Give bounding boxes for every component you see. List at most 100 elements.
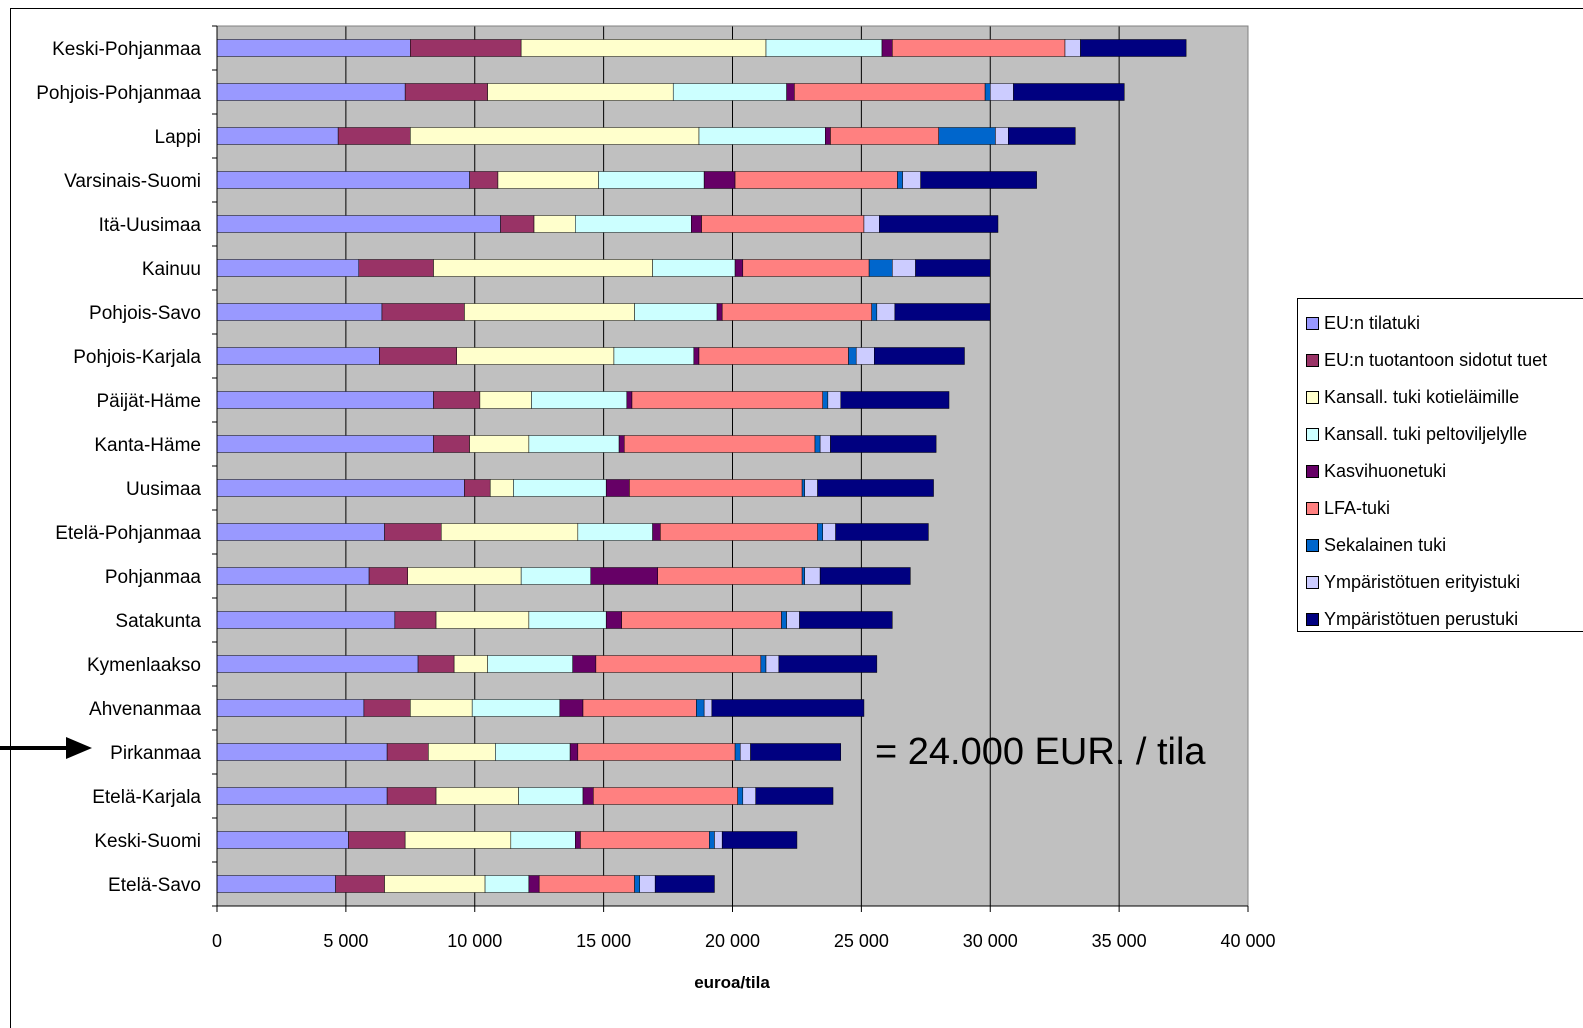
axes-group: Keski-Pohjanmaa Pohjois-Pohjanmaa Lappi Var…	[36, 25, 1276, 951]
bar-segment	[404, 83, 488, 101]
bar-segment	[358, 259, 434, 277]
bar-segment	[386, 743, 429, 761]
legend-swatch	[1306, 576, 1319, 589]
bar-segment	[760, 655, 767, 673]
bar-segment	[734, 259, 744, 277]
legend-label: EU:n tilatuki	[1324, 313, 1421, 333]
bar-segment	[786, 83, 795, 101]
bar-segment	[897, 171, 903, 189]
bar-segment	[216, 655, 419, 673]
bar-segment	[433, 435, 470, 453]
bar-segment	[435, 611, 530, 629]
bar-segment	[410, 127, 700, 145]
legend-item: Ympäristötuen erityistuki	[1298, 564, 1583, 601]
bar-segment	[721, 831, 798, 849]
bar-segment	[634, 303, 718, 321]
bar-segment	[428, 743, 496, 761]
bar-segment	[464, 303, 635, 321]
bar-segment	[894, 303, 991, 321]
bar-segment	[709, 831, 715, 849]
y-tick-label: Satakunta	[115, 611, 201, 632]
bar-segment	[469, 435, 530, 453]
bar-segment	[471, 699, 561, 717]
bar-segment	[855, 347, 875, 365]
bar-segment	[433, 259, 653, 277]
bar-segment	[848, 347, 857, 365]
bar-segment	[386, 787, 437, 805]
y-tick-label: Pirkanmaa	[110, 743, 201, 764]
bar-segment	[469, 171, 499, 189]
bar-segment	[629, 479, 803, 497]
legend-label: Kansall. tuki peltoviljelylle	[1324, 424, 1528, 444]
bar-segment	[216, 83, 406, 101]
bar-segment	[1008, 127, 1076, 145]
bar-segment	[1064, 39, 1081, 57]
bar-segment	[817, 523, 823, 541]
bar-segment	[871, 303, 878, 321]
bar-segment	[822, 523, 836, 541]
x-tick-label: 15 000	[576, 931, 631, 951]
bar-segment	[407, 567, 522, 585]
bar-segment	[384, 875, 486, 893]
bar-segment	[652, 259, 736, 277]
bar-segment	[559, 699, 584, 717]
bar-segment	[868, 259, 893, 277]
x-axis-title: euroa/tila	[694, 973, 770, 992]
bar-segment	[368, 567, 408, 585]
bar-segment	[1080, 39, 1187, 57]
bar-segment	[804, 567, 821, 585]
bar-segment	[814, 435, 821, 453]
bar-segment	[363, 699, 411, 717]
legend-swatch	[1306, 613, 1319, 626]
bar-segment	[672, 83, 787, 101]
bar-segment	[500, 215, 535, 233]
bar-segment	[825, 127, 831, 145]
bar-segment	[520, 567, 591, 585]
legend-item: Kasvihuonetuki	[1298, 453, 1583, 490]
bar-segment	[335, 875, 385, 893]
x-tick-label: 20 000	[705, 931, 760, 951]
bar-segment	[379, 347, 457, 365]
y-tick-label: Etelä-Savo	[108, 875, 201, 896]
bar-segment	[528, 435, 620, 453]
bar-segment	[634, 875, 640, 893]
bar-segment	[484, 875, 530, 893]
legend-item: Ympäristötuen perustuki	[1298, 601, 1583, 638]
bar-segment	[582, 787, 594, 805]
bar-segment	[487, 655, 573, 673]
bar-segment	[440, 523, 579, 541]
bar-segment	[902, 171, 921, 189]
bar-segment	[582, 699, 697, 717]
bar-segment	[781, 611, 787, 629]
bar-segment	[580, 831, 710, 849]
y-tick-label: Uusimaa	[126, 479, 201, 500]
legend-item: EU:n tuotantoon sidotut tuet	[1298, 342, 1583, 379]
bar-segment	[435, 787, 519, 805]
bar-segment	[765, 39, 883, 57]
y-tick-label: Etelä-Pohjanmaa	[55, 523, 201, 544]
y-tick-label: Kymenlaakso	[87, 655, 201, 676]
y-tick-label: Pohjois-Savo	[89, 303, 201, 324]
bar-segment	[590, 567, 659, 585]
y-tick-label: Päijät-Häme	[96, 391, 201, 412]
bar-segment	[734, 171, 898, 189]
bar-segment	[216, 259, 360, 277]
bar-segment	[487, 83, 674, 101]
bar-segment	[819, 435, 831, 453]
legend-swatch	[1306, 317, 1319, 330]
bar-segment	[216, 875, 336, 893]
bar-segment	[1013, 83, 1125, 101]
bar-segment	[216, 391, 434, 409]
bar-segment	[216, 523, 385, 541]
bar-segment	[737, 787, 744, 805]
bar-segment	[778, 655, 878, 673]
bar-segment	[984, 83, 991, 101]
y-tick-label: Pohjanmaa	[105, 567, 202, 588]
bar-segment	[384, 523, 442, 541]
legend-label: Sekalainen tuki	[1324, 535, 1447, 555]
plot-area	[216, 25, 1249, 907]
bar-segment	[510, 831, 576, 849]
legend: EU:n tilatuki EU:n tuotantoon sidotut tue…	[1297, 298, 1583, 632]
bar-segment	[827, 391, 842, 409]
